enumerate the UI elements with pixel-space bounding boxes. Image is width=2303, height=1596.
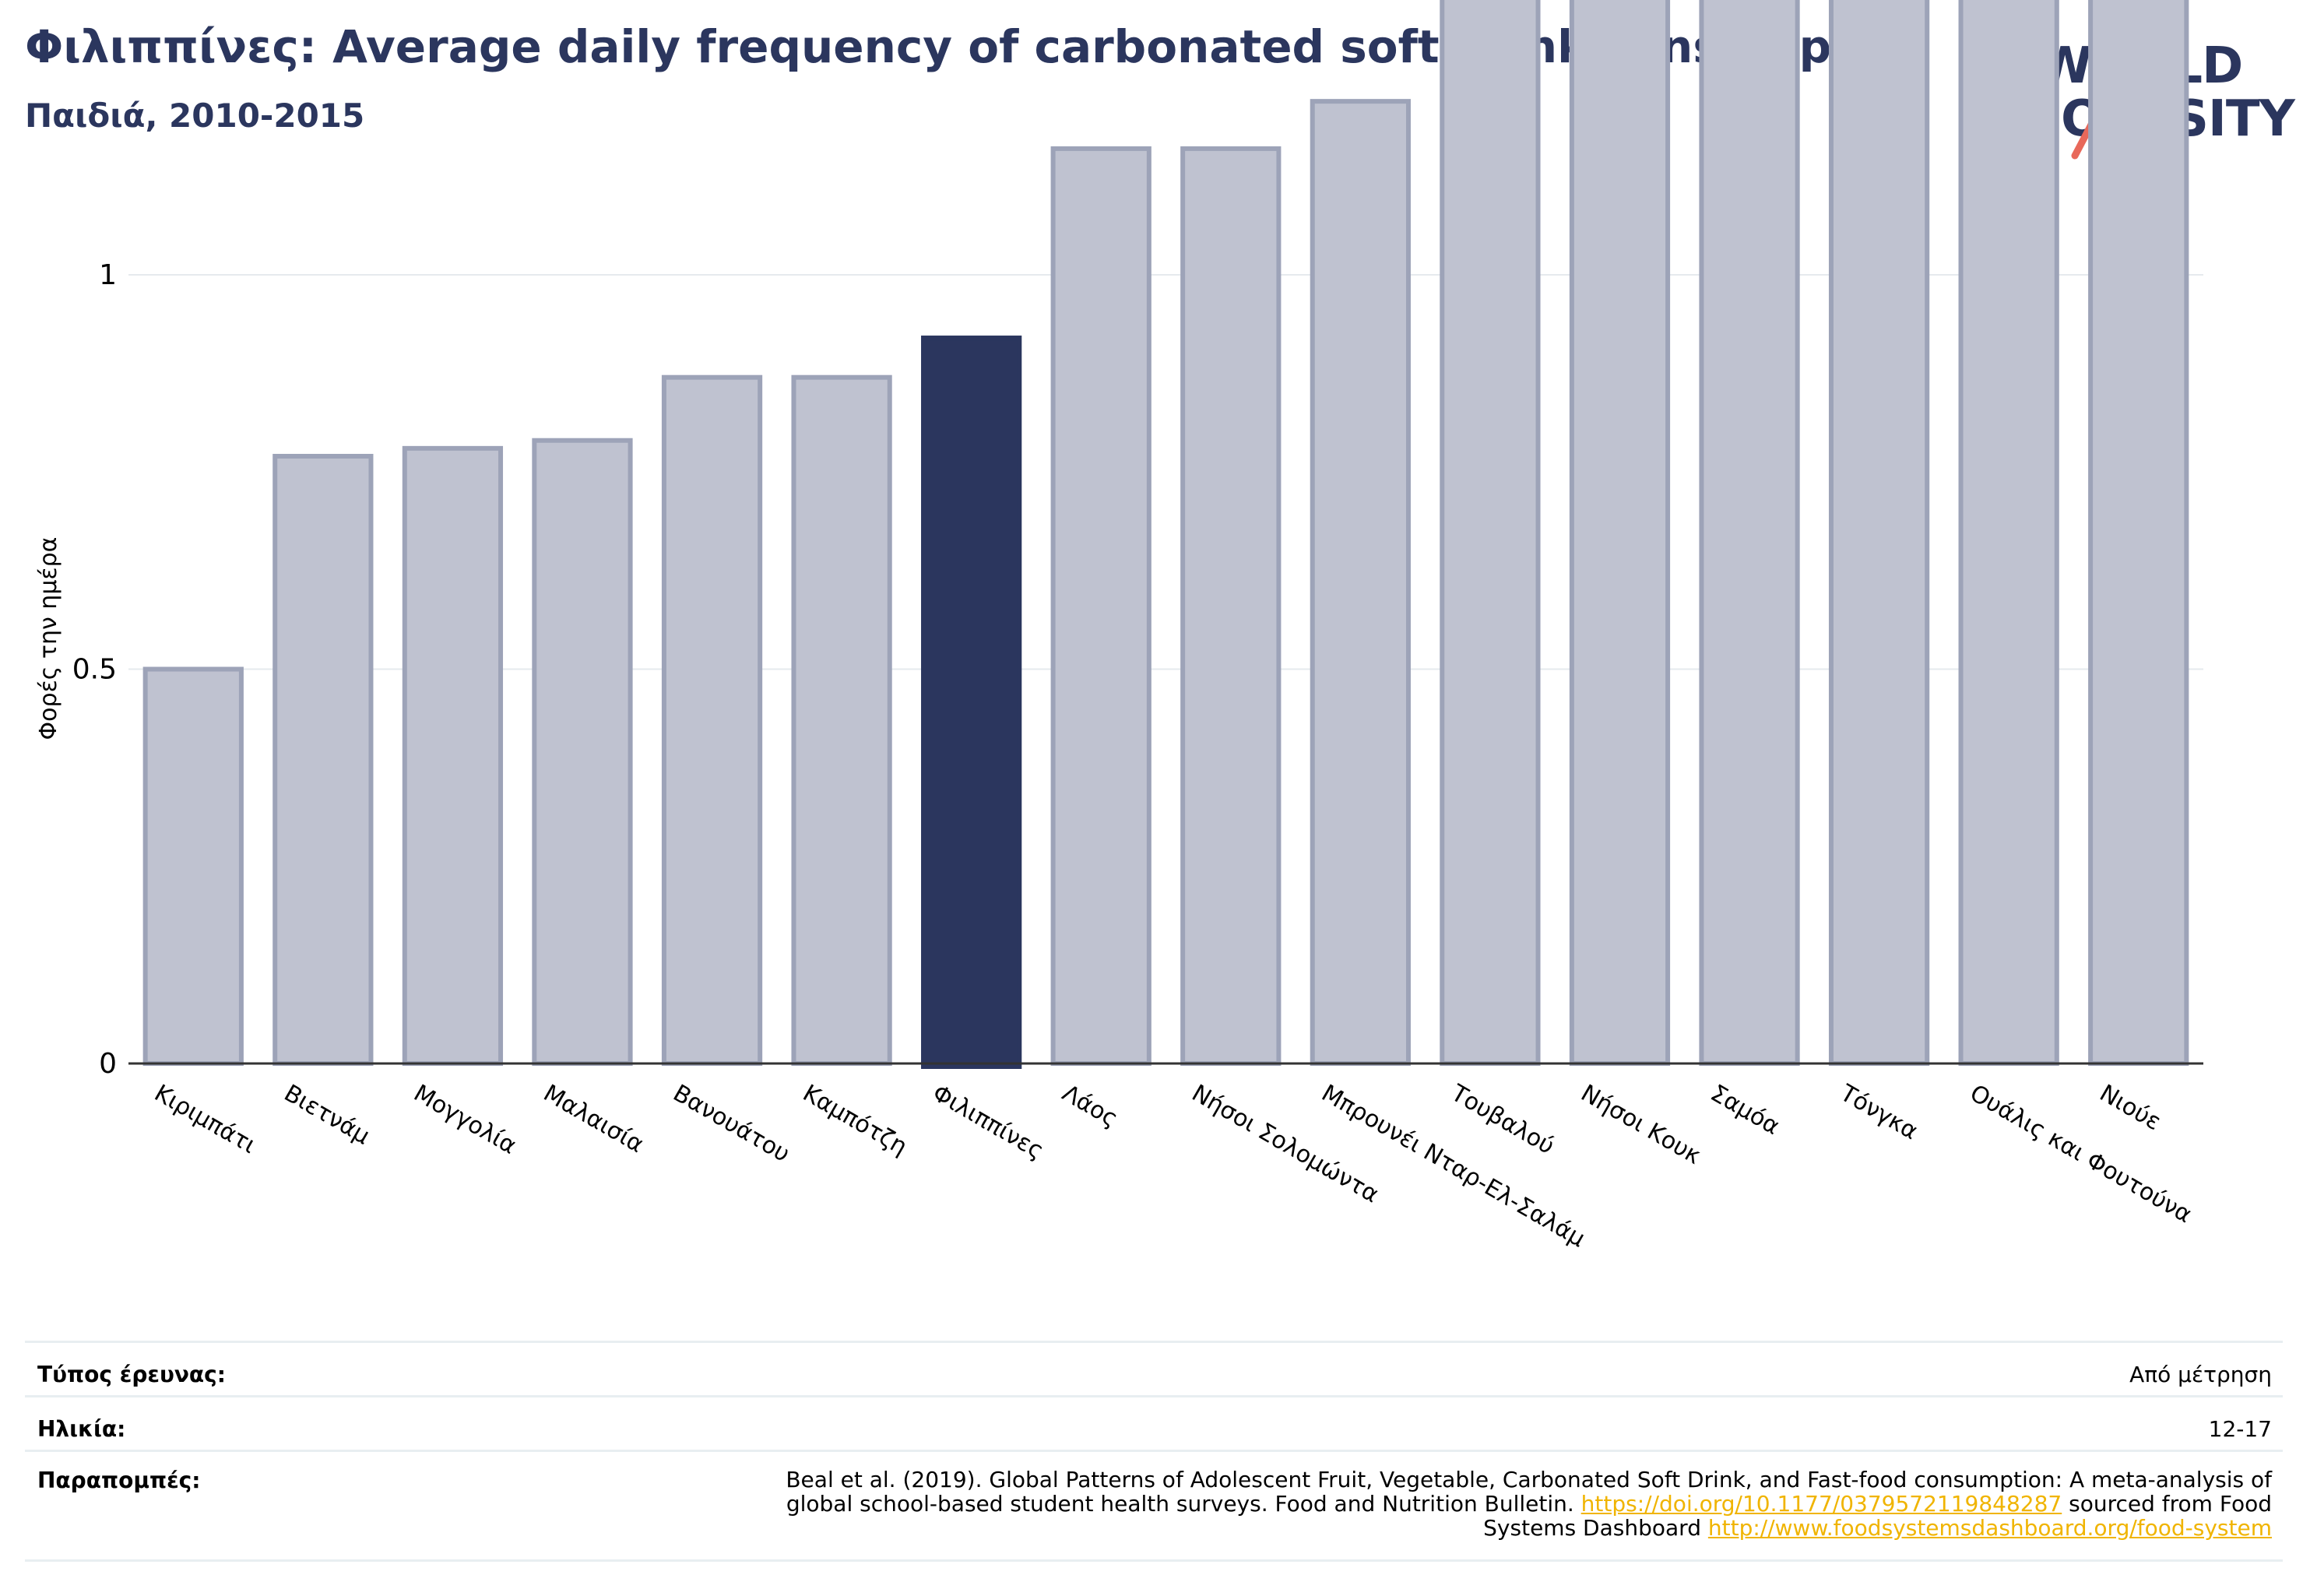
footer-row-references: Παραπομπές: Beal et al. (2019). Global P…: [25, 1450, 2283, 1562]
bar-chart: 00.511.52ΚιριμπάτιΒιετνάμΜογγολίαΜαλαισί…: [35, 0, 2203, 1253]
bar[interactable]: [1310, 99, 1411, 1066]
bar[interactable]: [1569, 0, 1671, 1066]
x-tick-label: Νήσοι Κουκ: [1576, 1080, 1705, 1170]
bar[interactable]: [402, 445, 504, 1066]
survey-value: Από μέτρηση: [2129, 1362, 2272, 1387]
x-tick-label: Τουβαλού: [1446, 1079, 1559, 1160]
y-tick-label: 1: [99, 259, 117, 291]
footer-row-age: Ηλικία: 12-17: [25, 1395, 2283, 1452]
bar[interactable]: [532, 438, 633, 1066]
x-tick-label: Καμπότζη: [798, 1080, 912, 1161]
x-tick-label: Κιριμπάτι: [149, 1080, 260, 1159]
dashboard-link[interactable]: http://www.foodsystemsdashboard.org/food…: [1707, 1515, 2272, 1541]
bar[interactable]: [1699, 0, 1800, 1066]
bar[interactable]: [142, 666, 244, 1066]
reference-text-part2: sourced from Food Systems Dashboard: [1483, 1491, 2272, 1541]
y-tick-label: 0.5: [72, 654, 117, 686]
reference-text-part1: Beal et al. (2019). Global Patterns of A…: [786, 1467, 2272, 1517]
bars: [142, 0, 2189, 1070]
x-tick-label: Μαλαισία: [539, 1080, 649, 1158]
x-tick-label: Βιετνάμ: [280, 1080, 374, 1151]
bar[interactable]: [1050, 146, 1152, 1066]
bar[interactable]: [791, 374, 892, 1066]
bar[interactable]: [1828, 0, 1930, 1067]
bar[interactable]: [1958, 0, 2059, 1067]
chart-subtitle: Παιδιά, 2010-2015: [25, 97, 365, 135]
references-text: Beal et al. (2019). Global Patterns of A…: [715, 1468, 2272, 1540]
bar[interactable]: [1180, 146, 1282, 1066]
survey-label: Τύπος έρευνας:: [37, 1362, 226, 1387]
y-tick-label: 0: [99, 1048, 117, 1080]
x-tick-label: Νιούε: [2095, 1080, 2166, 1137]
x-tick-label: Μογγολία: [409, 1080, 521, 1160]
bar[interactable]: [1440, 0, 1541, 1066]
y-axis-label: Φορές την ημέρα: [35, 537, 62, 740]
bar[interactable]: [272, 453, 374, 1066]
footer-row-survey: Τύπος έρευνας: Από μέτρηση: [25, 1341, 2283, 1397]
bar[interactable]: [921, 336, 1022, 1070]
age-value: 12-17: [2208, 1416, 2272, 1442]
references-label: Παραπομπές:: [37, 1468, 201, 1493]
x-tick-label: Σαμόα: [1706, 1080, 1784, 1141]
bar[interactable]: [2088, 0, 2189, 1066]
age-label: Ηλικία:: [37, 1416, 126, 1442]
x-tick-label: Βανουάτου: [669, 1080, 795, 1169]
x-tick-label: Τόνγκα: [1835, 1079, 1922, 1145]
x-tick-label: Φιλιππίνες: [928, 1080, 1049, 1165]
doi-link[interactable]: https://doi.org/10.1177/0379572119848287: [1580, 1491, 2062, 1517]
x-tick-label: Ουάλις και Φουτούνα: [1965, 1080, 2196, 1229]
x-tick-label: Λάος: [1057, 1080, 1123, 1133]
bar[interactable]: [661, 374, 763, 1066]
